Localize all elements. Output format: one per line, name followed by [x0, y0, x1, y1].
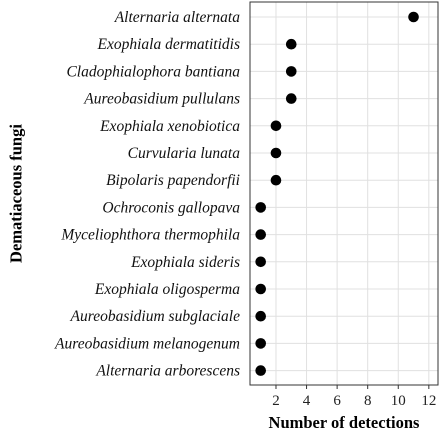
y-tick-label: Curvularia lunata	[128, 145, 241, 162]
data-point	[255, 256, 266, 268]
x-tick-label: 12	[421, 393, 436, 409]
y-tick-label: Cladophialophora bantiana	[66, 63, 240, 80]
y-axis-category-labels: Alternaria alternata Exophiala dermatitid…	[54, 9, 240, 380]
data-point	[408, 11, 419, 23]
data-point	[255, 283, 266, 295]
y-tick-label: Ochroconis gallopava	[102, 199, 240, 216]
data-point	[285, 93, 297, 104]
y-tick-label: Aureobasidium subglaciale	[70, 308, 241, 325]
x-axis-ticks: 2 4 6 8 10 12	[272, 385, 436, 409]
y-tick-label: Myceliophthora thermophila	[60, 227, 240, 244]
data-point	[270, 120, 282, 132]
x-tick-label: 10	[391, 393, 406, 409]
data-point	[270, 147, 282, 159]
y-tick-label: Bipolaris papendorfii	[106, 172, 240, 189]
x-axis-title: Number of detections	[269, 413, 421, 432]
x-tick-label: 4	[303, 393, 311, 409]
data-point	[270, 174, 282, 186]
data-point	[255, 338, 266, 349]
y-tick-label: Aureobasidium pullulans	[83, 91, 240, 108]
data-points	[255, 11, 419, 376]
y-tick-label: Exophiala sideris	[130, 254, 240, 271]
y-tick-label: Exophiala dermatitidis	[96, 36, 240, 53]
plot-panel-border	[249, 1, 439, 386]
data-point	[255, 202, 266, 213]
y-tick-label: Alternaria alternata	[114, 9, 241, 26]
y-tick-label: Aureobasidium melanogenum	[54, 335, 240, 352]
x-tick-label: 6	[333, 393, 341, 409]
data-point	[255, 365, 266, 376]
y-tick-label: Exophiala oligosperma	[94, 281, 240, 298]
y-tick-label: Alternaria arborescens	[95, 363, 240, 380]
grid-lines	[250, 2, 438, 385]
x-tick-label: 8	[364, 393, 372, 409]
data-point	[255, 310, 266, 322]
data-point	[285, 38, 297, 50]
y-tick-label: Exophiala xenobiotica	[99, 118, 240, 135]
data-point	[285, 66, 297, 77]
x-tick-label: 2	[272, 393, 280, 409]
data-point	[255, 229, 266, 240]
y-axis-title: Dematiaceous fungi	[7, 124, 26, 263]
